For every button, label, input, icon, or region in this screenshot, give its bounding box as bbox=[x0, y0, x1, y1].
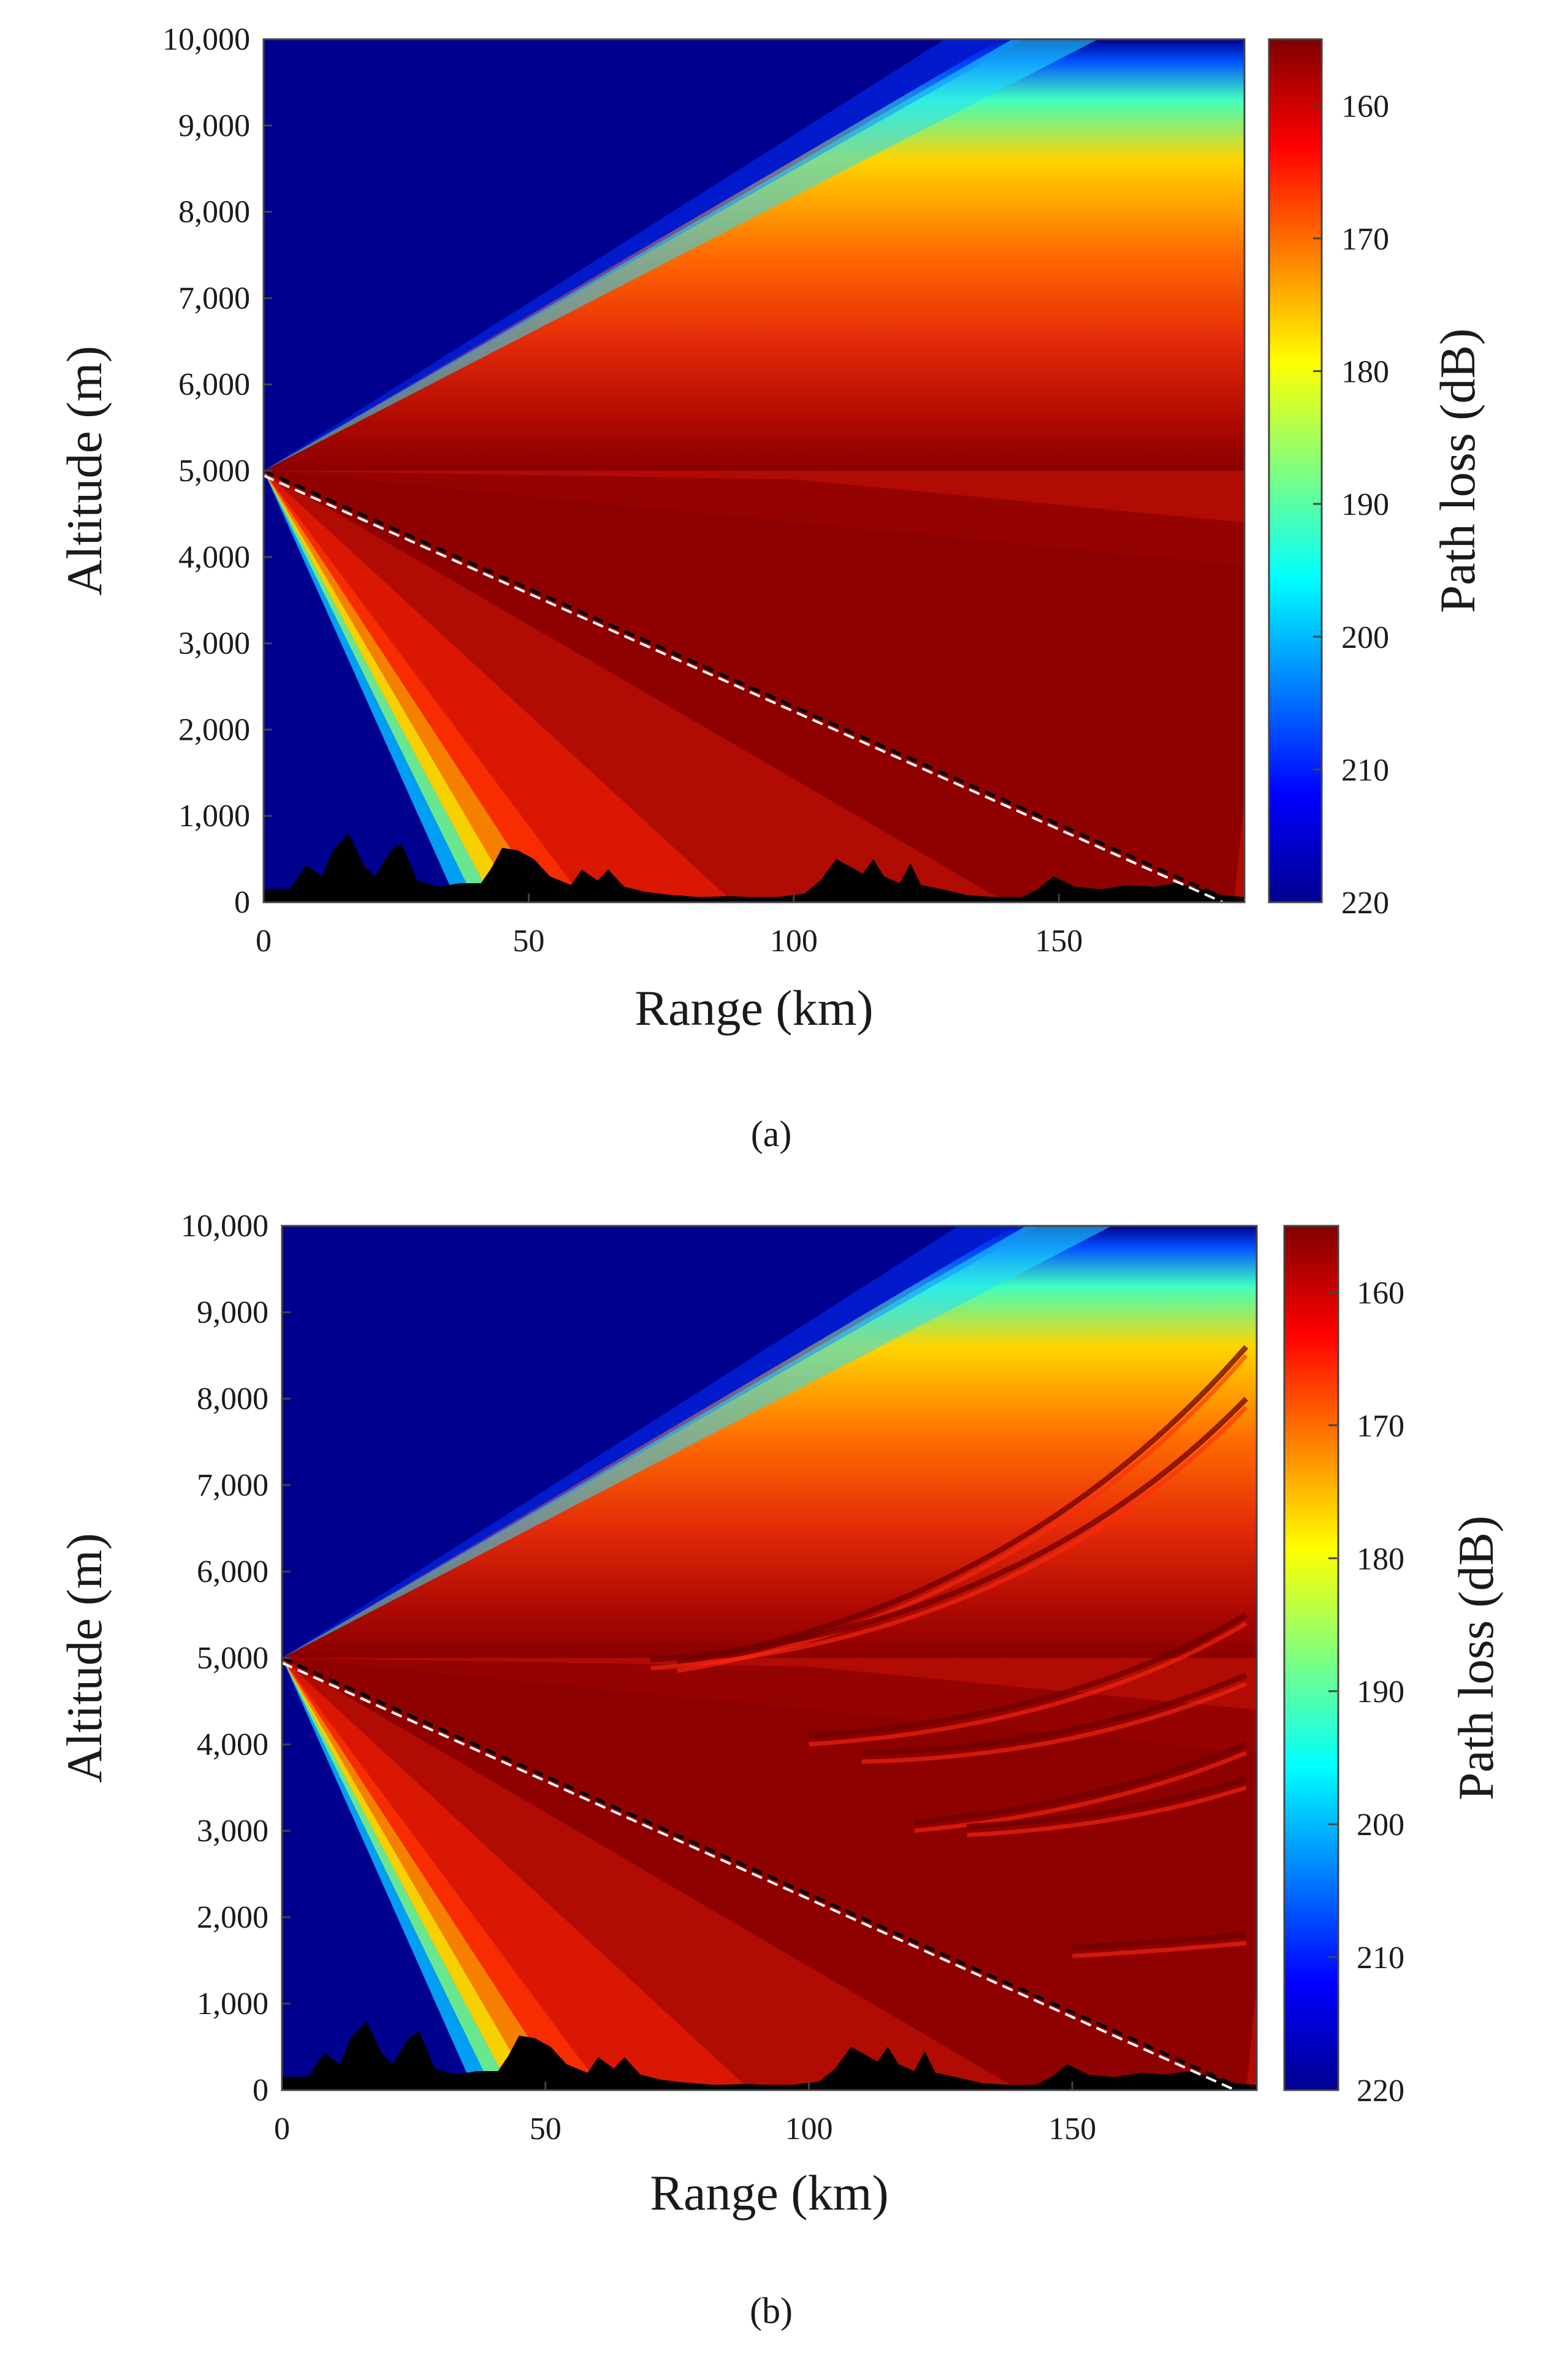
y-tick-label: 2,000 bbox=[178, 712, 250, 747]
direct-path-line bbox=[264, 469, 1235, 902]
x-tick-label: 50 bbox=[512, 924, 544, 959]
core-band-upper bbox=[264, 471, 1244, 592]
y-tick-label: 0 bbox=[253, 2073, 269, 2108]
direct-path-line-white bbox=[264, 474, 1226, 902]
lower-beam-fringe bbox=[264, 471, 494, 902]
y-tick-label: 4,000 bbox=[178, 540, 250, 575]
colorbar-tick-label: 170 bbox=[1341, 222, 1389, 257]
lower-beam-fringe-red bbox=[264, 471, 733, 902]
colorbar-tick-label: 220 bbox=[1357, 2074, 1404, 2108]
y-tick-label: 3,000 bbox=[178, 626, 250, 661]
y-axis-label: Altitude (m) bbox=[56, 1533, 112, 1783]
lower-beam-fringe bbox=[264, 471, 516, 902]
interference-band-halo bbox=[914, 1751, 1248, 1833]
y-tick-label: 10,000 bbox=[162, 22, 250, 57]
interference-band bbox=[967, 1776, 1248, 1830]
interference-band-halo bbox=[809, 1621, 1248, 1747]
colorbar-tick-label: 210 bbox=[1357, 1941, 1404, 1975]
colorbar-label: Path loss (dB) bbox=[1448, 1516, 1504, 1801]
upper-beam-fringe-cyan bbox=[264, 39, 1099, 471]
y-tick-label: 8,000 bbox=[197, 1382, 269, 1416]
heatmap-area bbox=[282, 1226, 1257, 2090]
colorbar-gradient bbox=[1268, 38, 1323, 903]
colorbar: 160 170 180 190 200 210 220 Path loss (dB) bbox=[1268, 38, 1485, 921]
direct-path-line bbox=[282, 1656, 1247, 2090]
x-tick-label: 0 bbox=[256, 924, 272, 959]
colorbar-label: Path loss (dB) bbox=[1430, 329, 1485, 614]
y-tick-label: 4,000 bbox=[197, 1727, 269, 1762]
interference-band-halo bbox=[650, 1405, 1248, 1671]
interference-band-halo bbox=[677, 1354, 1248, 1673]
y-tick-label: 0 bbox=[234, 885, 250, 920]
interference-band bbox=[1072, 1931, 1247, 1950]
y-tick-label: 9,000 bbox=[178, 108, 250, 143]
colorbar-tick-label: 220 bbox=[1341, 886, 1389, 921]
chart-panel-b: 0 1,000 2,000 3,000 4,000 5,000 6,000 7,000 8,00… bbox=[56, 1209, 1504, 2221]
y-tick-label: 6,000 bbox=[197, 1554, 269, 1589]
lower-beam-fringe bbox=[264, 471, 476, 902]
interference-band-halo bbox=[967, 1785, 1247, 1838]
colorbar-tick-label: 200 bbox=[1341, 620, 1389, 655]
x-tick-label: 100 bbox=[770, 924, 818, 959]
x-tick-label: 150 bbox=[1048, 2112, 1096, 2146]
y-tick-label: 6,000 bbox=[178, 367, 250, 402]
interference-band bbox=[809, 1612, 1248, 1739]
y-tick-label: 10,000 bbox=[181, 1209, 269, 1244]
colorbar-tick-label: 210 bbox=[1341, 753, 1389, 788]
interference-band bbox=[913, 1741, 1248, 1825]
terrain bbox=[264, 833, 1244, 902]
y-tick-label: 2,000 bbox=[197, 1900, 269, 1935]
colorbar: 160 170 180 190 200 210 220 Path loss (dB) bbox=[1283, 1225, 1504, 2108]
upper-beam-wedge bbox=[264, 39, 1244, 471]
y-tick-label: 7,000 bbox=[197, 1468, 269, 1503]
interference-band bbox=[861, 1673, 1248, 1756]
colorbar-tick-label: 200 bbox=[1357, 1808, 1404, 1842]
x-axis-label: Range (km) bbox=[634, 980, 873, 1036]
chart-panel-a: 0 1,000 2,000 3,000 4,000 5,000 6,000 7,000 8,00… bbox=[56, 22, 1485, 1036]
y-tick-label: 5,000 bbox=[178, 454, 250, 489]
y-tick-label: 5,000 bbox=[197, 1641, 269, 1676]
y-tick-label: 8,000 bbox=[178, 195, 250, 230]
panel-label-a: (a) bbox=[751, 1114, 792, 1154]
lower-beam-fringe-red bbox=[282, 1658, 750, 2090]
x-tick-label: 150 bbox=[1035, 924, 1083, 959]
direct-path-line-white bbox=[282, 1662, 1238, 2090]
y-tick-label: 3,000 bbox=[197, 1814, 269, 1849]
colorbar-tick-label: 160 bbox=[1357, 1276, 1404, 1310]
interference-band-halo bbox=[1072, 1941, 1247, 1958]
x-tick-label: 100 bbox=[785, 2112, 832, 2146]
lower-beam-fringe bbox=[264, 471, 546, 902]
y-axis-label: Altitude (m) bbox=[56, 346, 112, 596]
y-tick-label: 1,000 bbox=[178, 799, 250, 834]
colorbar-tick-label: 180 bbox=[1341, 355, 1389, 390]
colorbar-tick-label: 170 bbox=[1357, 1409, 1404, 1443]
y-tick-label: 9,000 bbox=[197, 1295, 269, 1330]
x-tick-label: 50 bbox=[530, 2112, 562, 2146]
panel-label-b: (b) bbox=[750, 2291, 793, 2331]
colorbar-tick-label: 190 bbox=[1341, 487, 1389, 522]
heatmap-area bbox=[264, 39, 1244, 902]
colorbar-tick-label: 190 bbox=[1357, 1675, 1404, 1709]
x-tick-label: 0 bbox=[274, 2112, 290, 2146]
interference-band-halo bbox=[861, 1681, 1248, 1764]
x-axis-label: Range (km) bbox=[650, 2165, 888, 2221]
y-tick-label: 1,000 bbox=[197, 1987, 269, 2021]
colorbar-gradient bbox=[1283, 1225, 1339, 2091]
terrain bbox=[282, 2021, 1257, 2090]
y-tick-label: 7,000 bbox=[178, 281, 250, 316]
colorbar-tick-label: 160 bbox=[1341, 89, 1389, 124]
colorbar-tick-label: 180 bbox=[1357, 1542, 1404, 1576]
interference-band bbox=[650, 1396, 1249, 1663]
